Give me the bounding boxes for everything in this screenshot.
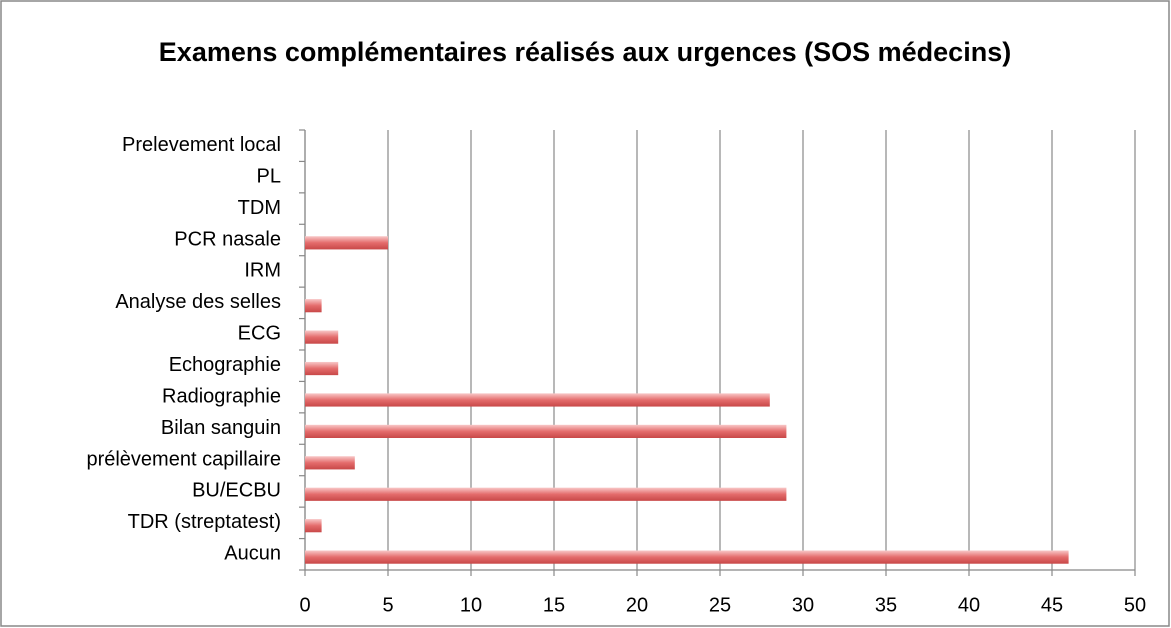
y-tick-label: ECG [238, 323, 281, 345]
y-tick-label: PCR nasale [174, 228, 281, 250]
y-tick-label: Bilan sanguin [161, 417, 281, 439]
bar [305, 236, 388, 250]
y-tick-label: Echographie [169, 354, 281, 376]
bar [305, 361, 339, 376]
x-tick-label: 0 [299, 594, 310, 616]
x-tick-label: 25 [709, 594, 731, 616]
y-tick-label: prélèvement capillaire [86, 448, 281, 470]
bar [305, 519, 322, 533]
x-tick-label: 30 [792, 594, 814, 616]
y-tick-label: Aucun [224, 543, 281, 565]
bar [305, 330, 339, 344]
y-tick-label: BU/ECBU [192, 480, 281, 502]
y-tick-label: Prelevement local [122, 134, 281, 156]
x-tick-label: 45 [1041, 594, 1063, 616]
y-tick-label: TDR (streptatest) [128, 511, 281, 533]
x-tick-label: 40 [958, 594, 980, 616]
x-tick-label: 15 [543, 594, 565, 616]
x-tick-label: 35 [875, 594, 897, 616]
bar [305, 550, 1069, 564]
bar [305, 456, 355, 470]
bar [305, 487, 787, 501]
y-tick-label: Radiographie [162, 385, 281, 407]
x-tick-label: 20 [626, 594, 648, 616]
y-tick-label: PL [257, 165, 281, 187]
x-tick-label: 5 [382, 594, 393, 616]
bar [305, 299, 322, 313]
y-tick-label: Analyse des selles [115, 291, 281, 313]
bar [305, 393, 770, 407]
bar [305, 424, 787, 438]
y-tick-label: IRM [244, 260, 281, 282]
x-tick-label: 10 [460, 594, 482, 616]
x-tick-label: 50 [1124, 594, 1146, 616]
chart-title: Examens complémentaires réalisés aux urg… [158, 37, 1012, 67]
y-tick-label: TDM [238, 197, 281, 219]
